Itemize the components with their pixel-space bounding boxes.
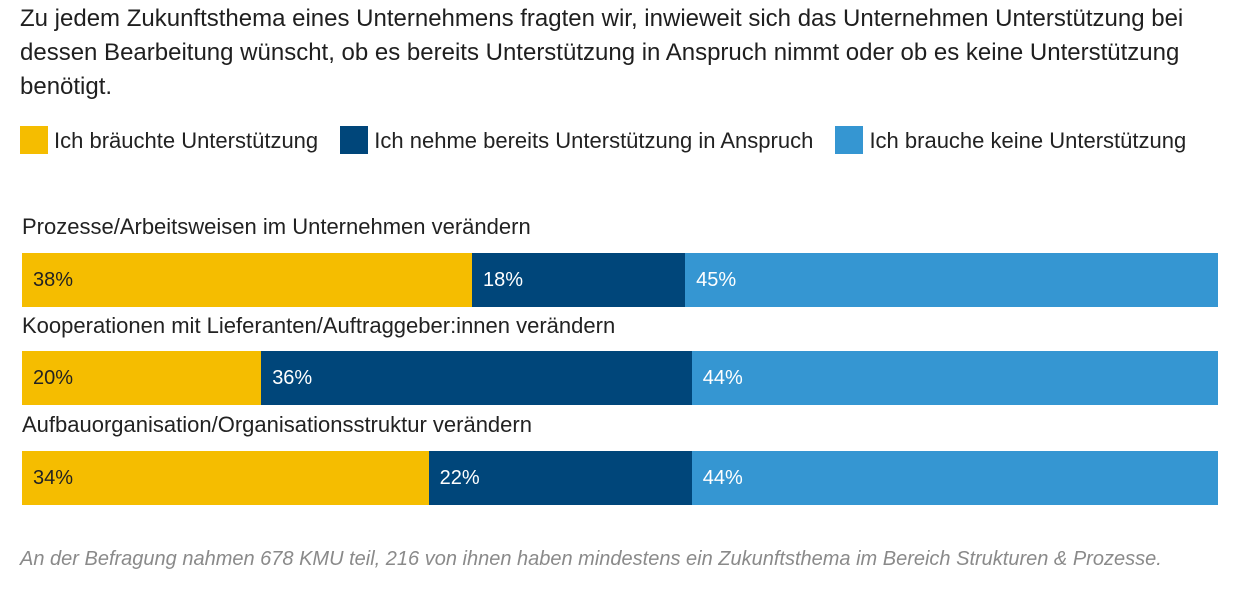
bar-segment-brauchte: 20%: [22, 351, 262, 405]
bar-segment-keine: 44%: [691, 451, 1218, 505]
bar-segment-brauchte: 38%: [22, 253, 472, 307]
bar-row: 38% 18% 45%: [22, 253, 1218, 307]
category-label: Kooperationen mit Lieferanten/Auftraggeb…: [22, 313, 616, 338]
bar-segment-bereits: 22%: [428, 451, 692, 505]
legend-swatch-keine: [835, 126, 864, 154]
bar-row: 34% 22% 44%: [22, 451, 1218, 505]
bar-segment-keine: 44%: [691, 351, 1218, 405]
bar-segment-bereits: 36%: [261, 351, 692, 405]
footnote: An der Befragung nahmen 678 KMU teil, 21…: [20, 548, 1162, 570]
legend-swatch-bereits: [340, 126, 369, 154]
bar-segment-keine: 45%: [685, 253, 1218, 307]
legend-label-brauchte: Ich bräuchte Unterstützung: [54, 128, 319, 153]
legend-item-keine: Ich brauche keine Unterstützung: [835, 126, 1187, 154]
legend: Ich bräuchte Unterstützung Ich nehme ber…: [20, 124, 1220, 158]
legend-label-bereits: Ich nehme bereits Unterstützung in Anspr…: [374, 128, 814, 153]
legend-swatch-brauchte: [20, 126, 48, 154]
chart-title: Zu jedem Zukunftsthema eines Unternehmen…: [20, 5, 1184, 100]
legend-item-brauchte: Ich bräuchte Unterstützung: [20, 126, 324, 154]
bar-row: 20% 36% 44%: [22, 351, 1218, 405]
bar-segment-bereits: 18%: [471, 253, 686, 307]
legend-item-bereits: Ich nehme bereits Unterstützung in Anspr…: [340, 126, 819, 154]
category-label: Aufbauorganisation/Organisationsstruktur…: [22, 412, 532, 437]
category-label: Prozesse/Arbeitsweisen im Unternehmen ve…: [22, 214, 531, 239]
legend-label-keine: Ich brauche keine Unterstützung: [869, 128, 1187, 153]
bar-segment-brauchte: 34%: [22, 451, 429, 505]
